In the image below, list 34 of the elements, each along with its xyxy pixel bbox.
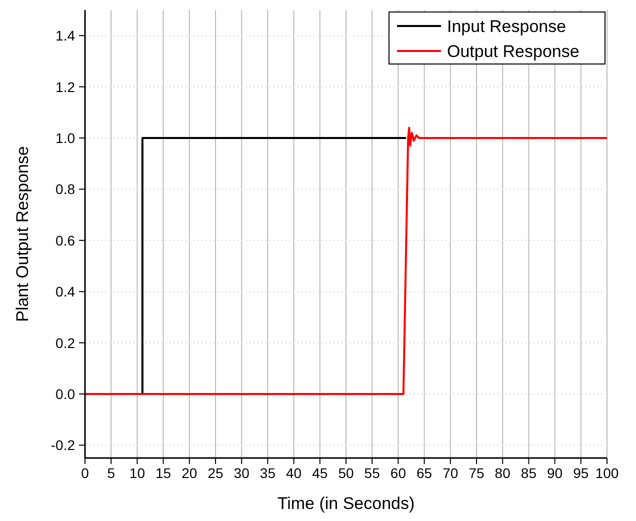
x-tick-label: 55 — [364, 465, 380, 481]
x-tick-label: 65 — [416, 465, 432, 481]
y-tick-label: -0.2 — [50, 437, 76, 454]
x-tick-label: 45 — [312, 465, 328, 481]
x-tick-label: 40 — [286, 465, 302, 481]
x-axis-title: Time (in Seconds) — [277, 494, 415, 513]
x-tick-label: 50 — [338, 465, 354, 481]
x-tick-label: 70 — [442, 465, 458, 481]
x-tick-label: 35 — [260, 465, 276, 481]
legend-label: Input Response — [447, 17, 566, 36]
y-axis-title: Plant Output Response — [13, 146, 32, 322]
legend-label: Output Response — [447, 42, 580, 61]
x-tick-label: 95 — [573, 465, 589, 481]
y-tick-label: 0.0 — [56, 386, 76, 402]
x-tick-label: 80 — [494, 465, 511, 481]
x-tick-label: 5 — [107, 465, 116, 481]
x-tick-label: 60 — [390, 465, 406, 481]
x-tick-label: 30 — [234, 465, 250, 481]
x-tick-label: 100 — [595, 465, 619, 481]
y-tick-label: 0.4 — [56, 284, 76, 300]
x-tick-label: 90 — [547, 465, 563, 481]
y-tick-label: 1.2 — [56, 78, 76, 95]
x-tick-label: 25 — [208, 465, 224, 481]
y-tick-label: 1.4 — [56, 28, 76, 44]
x-tick-label: 10 — [129, 465, 146, 481]
y-tick-label: 0.2 — [56, 334, 76, 351]
x-tick-label: 75 — [468, 465, 484, 481]
x-tick-label: 0 — [81, 465, 90, 481]
x-tick-label: 20 — [182, 465, 198, 481]
x-tick-label: 15 — [156, 465, 172, 481]
y-tick-label: 0.6 — [56, 232, 76, 248]
x-tick-label: 85 — [520, 465, 537, 481]
y-tick-label: 0.8 — [56, 181, 76, 198]
y-tick-label: 1.0 — [56, 130, 76, 146]
